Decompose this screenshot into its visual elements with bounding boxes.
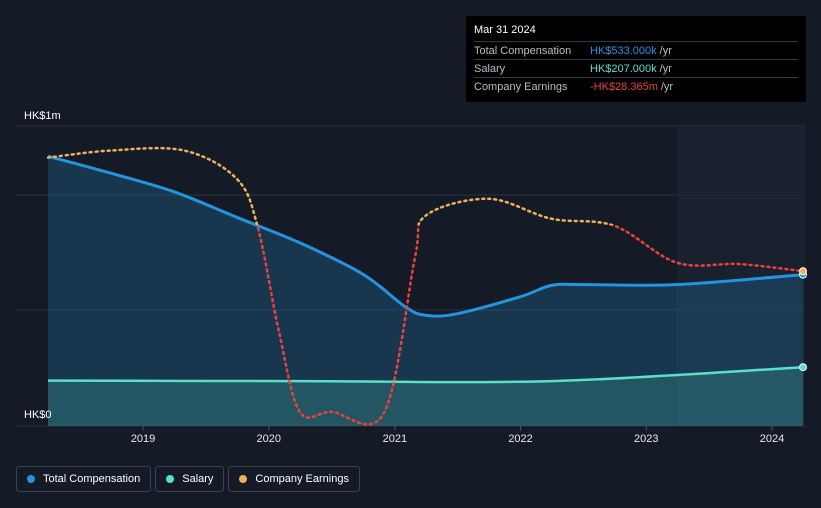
chart-legend: Total Compensation Salary Company Earnin…	[16, 466, 360, 492]
series-lines	[46, 146, 805, 426]
x-tick-label: 2023	[634, 433, 658, 445]
company-earnings-line-positive	[46, 146, 616, 225]
legend-item-total-compensation[interactable]: Total Compensation	[16, 466, 152, 492]
tooltip-row-unit: /yr	[659, 44, 672, 57]
salary-line	[47, 365, 804, 384]
total-compensation-line	[47, 154, 804, 318]
total-compensation-area	[48, 156, 803, 426]
tooltip-row-label: Total Compensation	[474, 44, 572, 57]
tooltip-row-salary: Salary HK$207.000k /yr	[474, 59, 798, 77]
tooltip-row-unit: /yr	[659, 62, 672, 75]
company-earnings-end-marker	[799, 267, 807, 276]
salary-end-marker	[799, 363, 807, 372]
tooltip-row-value: -HK$28.365m	[590, 80, 658, 93]
y-axis-bottom-label: HK$0	[24, 409, 52, 421]
tooltip-row-unit: /yr	[660, 80, 674, 93]
tooltip-date: Mar 31 2024	[474, 24, 536, 36]
legend-item-salary[interactable]: Salary	[155, 466, 225, 492]
x-tick-label: 2022	[508, 433, 532, 445]
legend-label: Salary	[182, 473, 214, 485]
legend-item-company-earnings[interactable]: Company Earnings	[228, 466, 360, 492]
tooltip-row-label: Salary	[474, 62, 506, 75]
x-tick-label: 2019	[131, 433, 155, 445]
x-axis-ticks: 2019 2020 2021 2022 2023 2024	[131, 426, 784, 445]
legend-dot-icon	[27, 475, 35, 483]
legend-dot-icon	[166, 475, 175, 483]
tooltip-row-value: HK$533.000k	[590, 44, 657, 57]
legend-label: Company Earnings	[255, 473, 349, 485]
x-tick-label: 2021	[383, 433, 407, 445]
legend-dot-icon	[239, 475, 248, 483]
x-tick-label: 2024	[760, 433, 784, 445]
tooltip-row-total-compensation: Total Compensation HK$533.000k /yr	[474, 41, 798, 59]
tooltip-row-value: HK$207.000k	[590, 62, 657, 75]
tooltip-row-label: Company Earnings	[474, 80, 568, 93]
tooltip-row-company-earnings: Company Earnings -HK$28.365m /yr	[474, 77, 798, 95]
legend-label: Total Compensation	[43, 473, 141, 485]
y-axis-top-label: HK$1m	[24, 110, 61, 122]
x-tick-label: 2020	[257, 433, 281, 445]
series-end-markers	[799, 267, 807, 372]
tooltip: Mar 31 2024 Total Compensation HK$533.00…	[466, 16, 806, 102]
